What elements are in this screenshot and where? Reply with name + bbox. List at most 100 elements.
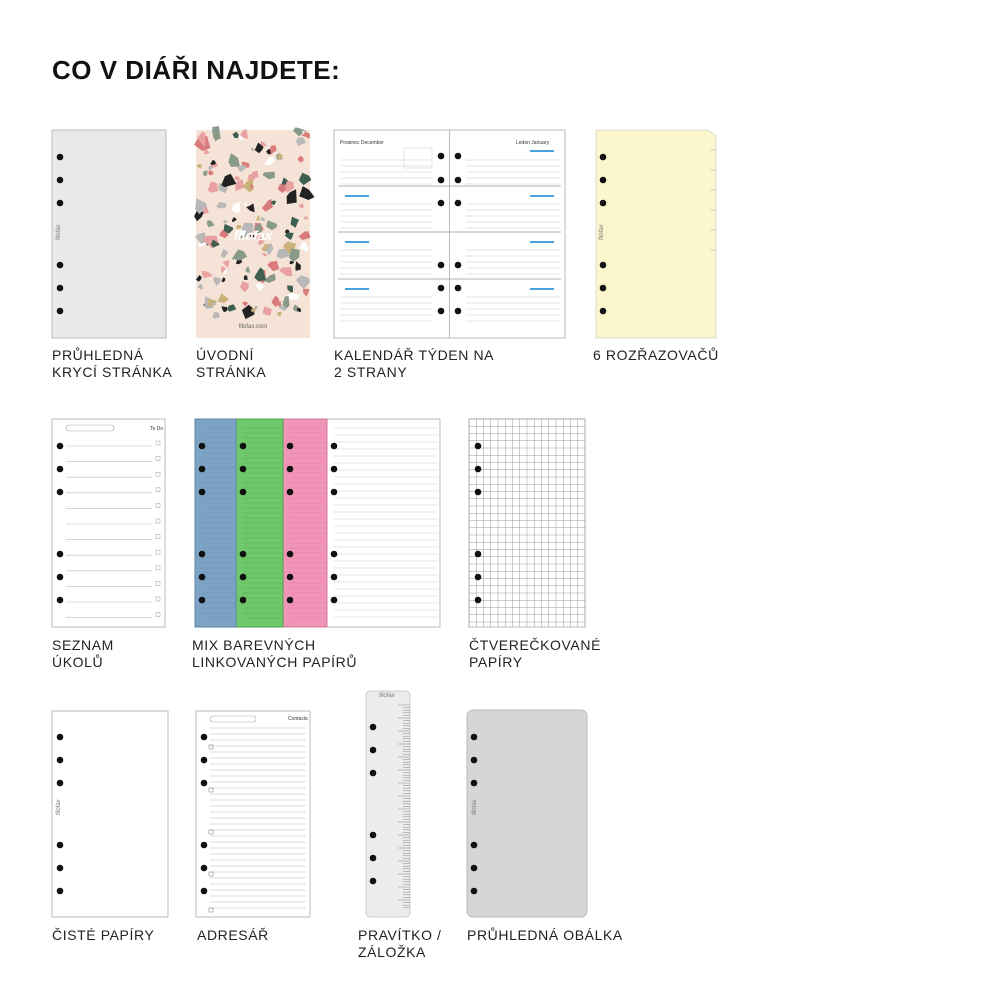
checkbox xyxy=(208,744,214,750)
terrazzo-chip xyxy=(278,267,293,277)
caption: ČTVEREČKOVANÉ xyxy=(469,637,601,653)
terrazzo-chip xyxy=(210,239,220,248)
terrazzo-chip xyxy=(261,253,268,257)
terrazzo-chip xyxy=(217,293,229,304)
terrazzo-chip xyxy=(207,181,219,193)
terrazzo-chip xyxy=(266,148,271,155)
terrazzo-chip xyxy=(286,293,299,300)
checkbox xyxy=(155,471,161,477)
month: Prosinec December xyxy=(340,140,384,146)
terrazzo-chip xyxy=(194,210,204,222)
terrazzo-chip xyxy=(286,189,297,205)
punch-hole xyxy=(369,877,377,885)
entry xyxy=(530,150,554,152)
terrazzo-chip xyxy=(222,260,230,268)
illustrations xyxy=(51,126,717,918)
checkbox xyxy=(208,907,214,913)
terrazzo-chip xyxy=(264,243,274,256)
terrazzo-chip xyxy=(298,172,312,186)
terrazzo-chip xyxy=(267,260,280,272)
checkbox xyxy=(208,829,214,835)
punch-hole xyxy=(198,573,206,581)
punch-hole xyxy=(198,465,206,473)
checkbox xyxy=(155,487,161,493)
punch-hole xyxy=(56,779,64,787)
punch-hole xyxy=(56,573,64,581)
terrazzo-chip xyxy=(241,304,255,320)
terrazzo-chip xyxy=(256,215,260,221)
page-title: CO V DIÁŘI NAJDETE: xyxy=(52,55,340,85)
punch-hole xyxy=(437,284,445,292)
brand: filofax xyxy=(379,693,396,699)
punch-hole xyxy=(56,550,64,558)
terrazzo-chip xyxy=(223,223,234,234)
terrazzo-chip xyxy=(231,217,237,223)
terrazzo-chip xyxy=(194,232,207,244)
terrazzo-chip xyxy=(295,261,301,271)
terrazzo-chip xyxy=(242,301,248,307)
terrazzo-chip xyxy=(239,230,247,237)
checkbox xyxy=(155,503,161,508)
entry xyxy=(530,241,554,243)
punch-hole xyxy=(474,550,482,558)
punch-hole xyxy=(437,199,445,207)
terrazzo-chip xyxy=(236,224,242,230)
punch-hole xyxy=(56,199,64,207)
terrazzo-chip xyxy=(227,304,237,312)
punch-hole xyxy=(56,733,64,741)
terrazzo-chip xyxy=(303,288,310,297)
terrazzo-chip xyxy=(240,281,249,293)
terrazzo-chip xyxy=(250,308,256,313)
terrazzo-chip xyxy=(196,164,202,169)
checkbox xyxy=(155,565,161,571)
caption: 2 STRANY xyxy=(334,364,407,380)
caption: PAPÍRY xyxy=(469,654,523,670)
caption: ÚVODNÍ xyxy=(196,347,254,363)
punch-hole xyxy=(470,864,478,872)
heading: To Do xyxy=(150,426,163,432)
terrazzo-chip xyxy=(249,184,254,189)
punch-hole xyxy=(474,442,482,450)
punch-hole xyxy=(200,864,208,872)
punch-hole xyxy=(200,756,208,764)
punch-hole xyxy=(56,284,64,292)
checkbox xyxy=(208,787,214,793)
brand: filofax xyxy=(56,798,62,815)
terrazzo-chip xyxy=(210,160,217,166)
punch-hole xyxy=(599,307,607,315)
caption: MIX BAREVNÝCH xyxy=(192,637,316,653)
punch-hole xyxy=(56,864,64,872)
punch-hole xyxy=(239,488,247,496)
page xyxy=(195,710,311,918)
caption: ZÁLOŽKA xyxy=(358,944,426,960)
punch-hole xyxy=(470,779,478,787)
heading: Contacts xyxy=(288,716,308,722)
terrazzo-chip xyxy=(270,200,277,206)
terrazzo-chip xyxy=(221,306,228,313)
page xyxy=(51,129,167,339)
punch-hole xyxy=(474,573,482,581)
terrazzo-chip xyxy=(301,131,310,139)
punch-hole xyxy=(239,596,247,604)
terrazzo-chip xyxy=(292,127,304,137)
terrazzo-chip xyxy=(197,283,204,290)
punch-hole xyxy=(330,488,338,496)
punch-hole xyxy=(474,596,482,604)
punch-hole xyxy=(369,854,377,862)
terrazzo-chip xyxy=(238,135,244,141)
terrazzo-chip xyxy=(263,273,276,283)
terrazzo-chip xyxy=(223,269,227,275)
terrazzo-chip xyxy=(197,131,206,148)
terrazzo-chip xyxy=(261,243,269,252)
punch-hole xyxy=(369,831,377,839)
punch-hole xyxy=(198,488,206,496)
punch-hole xyxy=(437,261,445,269)
caption: PRŮHLEDNÁ xyxy=(52,346,144,363)
terrazzo-chip xyxy=(299,186,315,200)
punch-hole xyxy=(437,152,445,160)
terrazzo-chip xyxy=(212,126,221,140)
terrazzo-chip xyxy=(195,198,207,215)
checkbox xyxy=(155,596,161,602)
terrazzo-chip xyxy=(206,220,215,228)
